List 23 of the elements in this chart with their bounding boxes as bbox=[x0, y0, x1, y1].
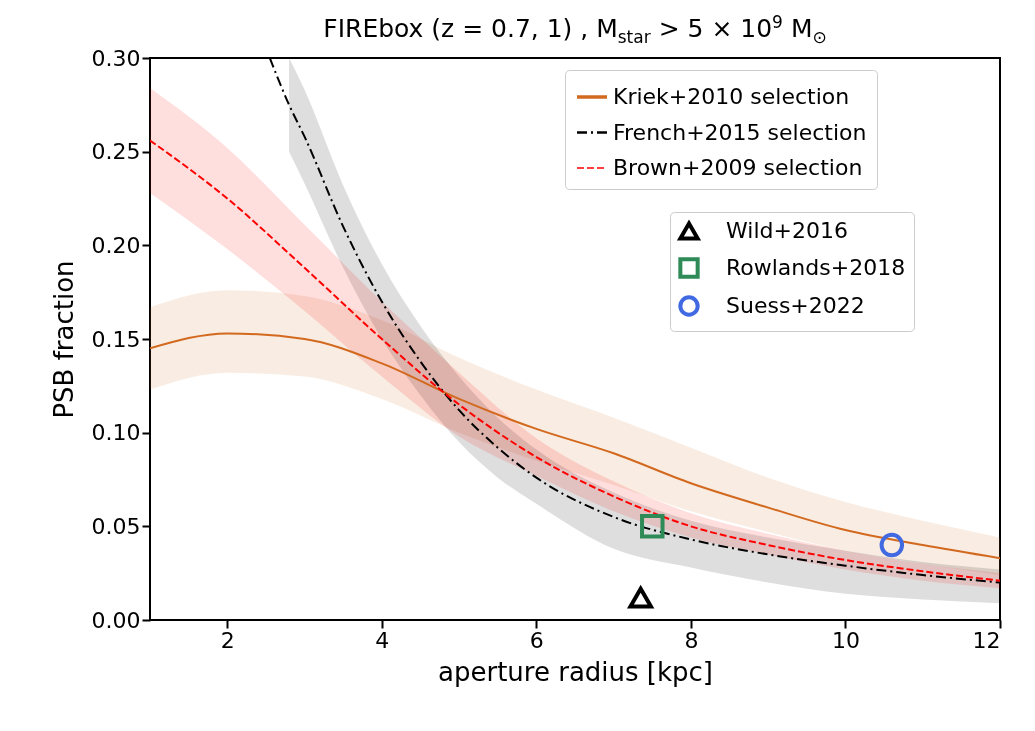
y-tick-label: 0.10 bbox=[91, 420, 141, 446]
legend-label: Kriek+2010 selection bbox=[613, 84, 850, 109]
x-tick-label: 10 bbox=[831, 627, 860, 653]
x-tick-label: 4 bbox=[375, 627, 390, 653]
y-tick-label: 0.30 bbox=[91, 45, 141, 71]
legend-label: Suess+2022 bbox=[726, 293, 865, 318]
x-tick-label: 2 bbox=[220, 627, 235, 653]
chart-title: FIREbox (z = 0.7, 1) , M$_{star}$ > 5 × 10$^{9}$ M$_{⊙}$ bbox=[322, 12, 828, 48]
legend-label: Rowlands+2018 bbox=[726, 255, 906, 280]
y-tick-label: 0.05 bbox=[91, 513, 141, 539]
line-series bbox=[150, 332, 1000, 560]
legend-label: French+2015 selection bbox=[613, 119, 867, 145]
x-axis-title: aperture radius [kpc] bbox=[438, 656, 713, 687]
x-tick-label: 6 bbox=[529, 627, 544, 653]
y-tick-label: 0.15 bbox=[91, 326, 141, 352]
y-tick-label: 0.00 bbox=[91, 607, 141, 633]
y-tick-label: 0.20 bbox=[91, 232, 141, 258]
x-tick-label: 12 bbox=[972, 627, 1001, 653]
x-tick-label: 8 bbox=[684, 627, 699, 653]
legend-label: Brown+2009 selection bbox=[613, 155, 863, 180]
y-tick-label: 0.25 bbox=[91, 139, 141, 165]
y-axis-title: PSB fraction bbox=[48, 260, 79, 419]
legend-label: Wild+2016 bbox=[726, 218, 848, 243]
